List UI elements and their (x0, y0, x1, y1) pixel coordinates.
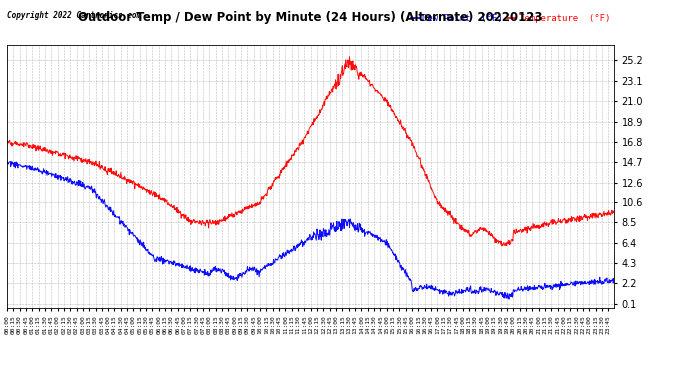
Legend: Dew Point  (°F), Temperature  (°F): Dew Point (°F), Temperature (°F) (407, 11, 614, 27)
Text: Outdoor Temp / Dew Point by Minute (24 Hours) (Alternate) 20220123: Outdoor Temp / Dew Point by Minute (24 H… (78, 11, 543, 24)
Text: Copyright 2022 Cartronics.com: Copyright 2022 Cartronics.com (7, 11, 141, 20)
